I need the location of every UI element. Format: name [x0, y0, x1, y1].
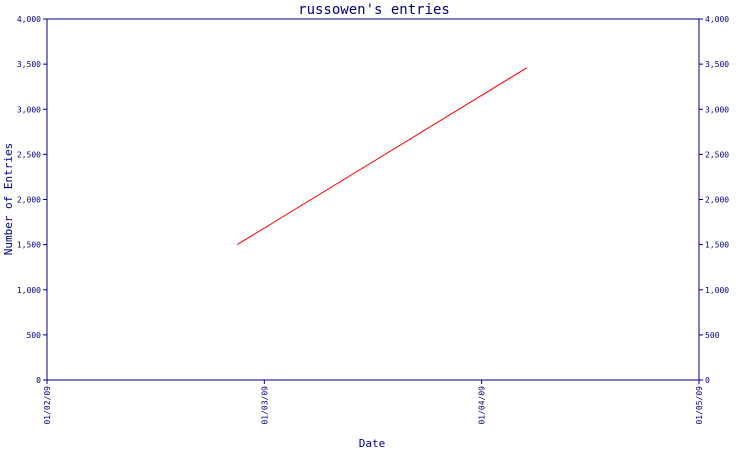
x-axis: 01/02/09 01/03/09 01/04/09 01/05/09 — [43, 380, 704, 425]
series-line — [236, 67, 528, 246]
y-tick-label-right: 0 — [705, 376, 710, 385]
y-tick-label-right: 2,000 — [705, 196, 729, 205]
y-tick-label-right: 4,000 — [705, 15, 729, 24]
plot-frame — [46, 18, 700, 381]
y-tick-label-right: 1,000 — [705, 286, 729, 295]
x-tick-label: 01/02/09 — [43, 386, 52, 425]
y-tick-label-left: 2,000 — [17, 196, 41, 205]
x-tick-label: 01/03/09 — [260, 386, 269, 425]
y-tick-label-left: 0 — [36, 376, 41, 385]
x-tick-label: 01/04/09 — [478, 386, 487, 425]
y-axis-label: Number of Entries — [2, 143, 15, 256]
y-axis-left: 0 500 1,000 1,500 2,000 2,500 3,000 3,500 4,000 — [17, 15, 47, 385]
series-group — [236, 67, 528, 246]
y-tick-label-left: 3,500 — [17, 60, 41, 69]
y-axis-right: 0 500 1,000 1,500 2,000 2,500 3,000 3,500 4,000 — [699, 15, 729, 385]
x-axis-label: Date — [359, 437, 386, 450]
y-tick-label-right: 500 — [705, 331, 720, 340]
y-tick-label-left: 3,000 — [17, 105, 41, 114]
y-tick-label-right: 3,000 — [705, 105, 729, 114]
y-tick-label-right: 2,500 — [705, 150, 729, 159]
y-tick-label-left: 1,000 — [17, 286, 41, 295]
y-tick-label-right: 3,500 — [705, 60, 729, 69]
x-tick-label: 01/05/09 — [695, 386, 704, 425]
y-tick-label-left: 2,500 — [17, 150, 41, 159]
chart-title: russowen's entries — [298, 2, 450, 18]
y-tick-label-left: 1,500 — [17, 241, 41, 250]
y-tick-label-right: 1,500 — [705, 241, 729, 250]
y-tick-label-left: 500 — [27, 331, 42, 340]
y-tick-label-left: 4,000 — [17, 15, 41, 24]
